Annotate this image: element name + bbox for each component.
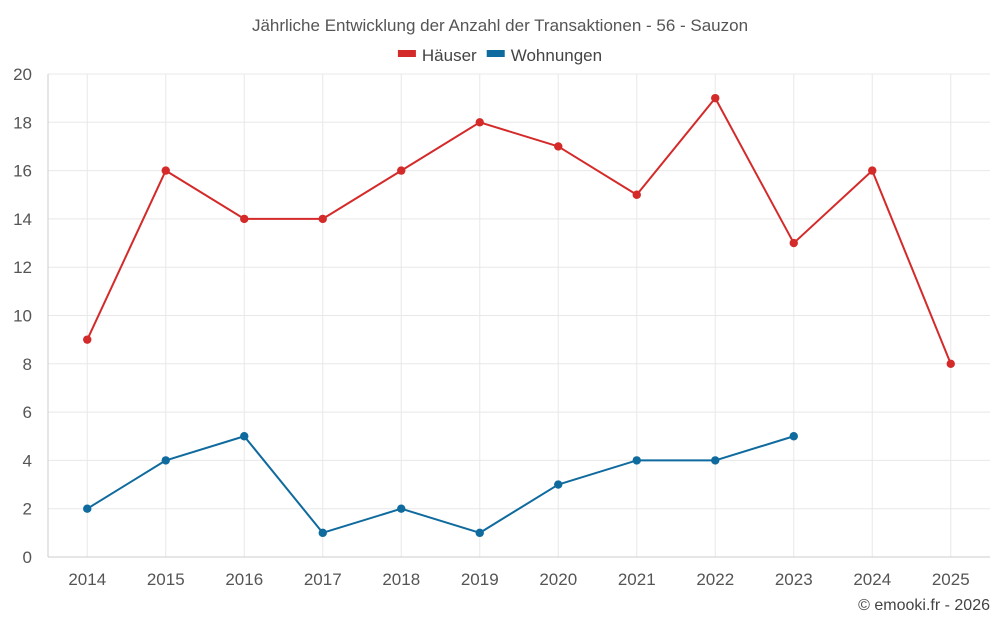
series-line — [86, 435, 795, 534]
x-tick-label: 2023 — [775, 570, 813, 589]
data-point[interactable] — [161, 166, 170, 175]
data-point[interactable] — [318, 214, 327, 224]
data-point[interactable] — [711, 456, 720, 465]
data-point[interactable] — [161, 456, 170, 465]
legend-swatch[interactable] — [486, 50, 505, 57]
data-point[interactable] — [240, 214, 249, 224]
chart-title: Jährliche Entwicklung der Anzahl der Tra… — [252, 16, 748, 35]
data-point[interactable] — [397, 166, 406, 175]
data-point[interactable] — [83, 335, 92, 344]
x-tick-label: 2025 — [932, 570, 970, 589]
data-point[interactable] — [868, 166, 877, 175]
y-tick-label: 8 — [23, 355, 32, 374]
grid — [48, 73, 990, 558]
series-haeuser — [83, 93, 955, 368]
data-point[interactable] — [789, 238, 798, 248]
data-point[interactable] — [554, 480, 563, 489]
y-tick-label: 4 — [23, 451, 32, 470]
legend-swatch[interactable] — [397, 50, 416, 57]
y-tick-label: 14 — [13, 210, 32, 229]
legend-label[interactable]: Häuser — [422, 46, 477, 65]
y-tick-label: 6 — [23, 403, 32, 422]
x-tick-label: 2024 — [853, 570, 891, 589]
y-tick-label: 12 — [13, 258, 32, 277]
y-tick-label: 2 — [23, 500, 32, 519]
data-point[interactable] — [789, 432, 798, 441]
x-tick-label: 2016 — [225, 570, 263, 589]
series-wohnungen — [83, 432, 798, 538]
legend-label[interactable]: Wohnungen — [511, 46, 602, 65]
y-tick-label: 16 — [13, 162, 32, 181]
x-tick-label: 2015 — [147, 570, 185, 589]
data-point[interactable] — [397, 504, 406, 513]
data-point[interactable] — [632, 456, 641, 465]
data-point[interactable] — [475, 118, 484, 127]
x-tick-label: 2017 — [304, 570, 342, 589]
x-tick-label: 2019 — [461, 570, 499, 589]
data-point[interactable] — [632, 190, 641, 199]
series-group — [83, 93, 955, 538]
credit-text: © emooki.fr - 2026 — [858, 597, 990, 614]
axes: 0 2 4 6 8 10 12 14 16 18 20 2014 2015 2016 2017 2018 201… — [13, 65, 990, 589]
legend[interactable]: Häuser Wohnungen — [397, 46, 602, 65]
data-point[interactable] — [475, 528, 484, 538]
x-tick-label: 2020 — [539, 570, 577, 589]
y-tick-label: 10 — [13, 307, 32, 326]
y-tick-label: 18 — [13, 113, 32, 132]
x-tick-label: 2018 — [382, 570, 420, 589]
x-tick-label: 2022 — [696, 570, 734, 589]
series-line — [86, 97, 952, 365]
x-tick-label: 2014 — [68, 570, 106, 589]
data-point[interactable] — [711, 93, 720, 103]
data-point[interactable] — [240, 432, 249, 441]
y-tick-label: 20 — [13, 65, 32, 84]
x-tick-label: 2021 — [618, 570, 656, 589]
data-point[interactable] — [318, 528, 327, 538]
data-point[interactable] — [946, 359, 955, 368]
data-point[interactable] — [554, 142, 563, 151]
data-point[interactable] — [83, 504, 92, 513]
y-tick-label: 0 — [23, 548, 32, 567]
